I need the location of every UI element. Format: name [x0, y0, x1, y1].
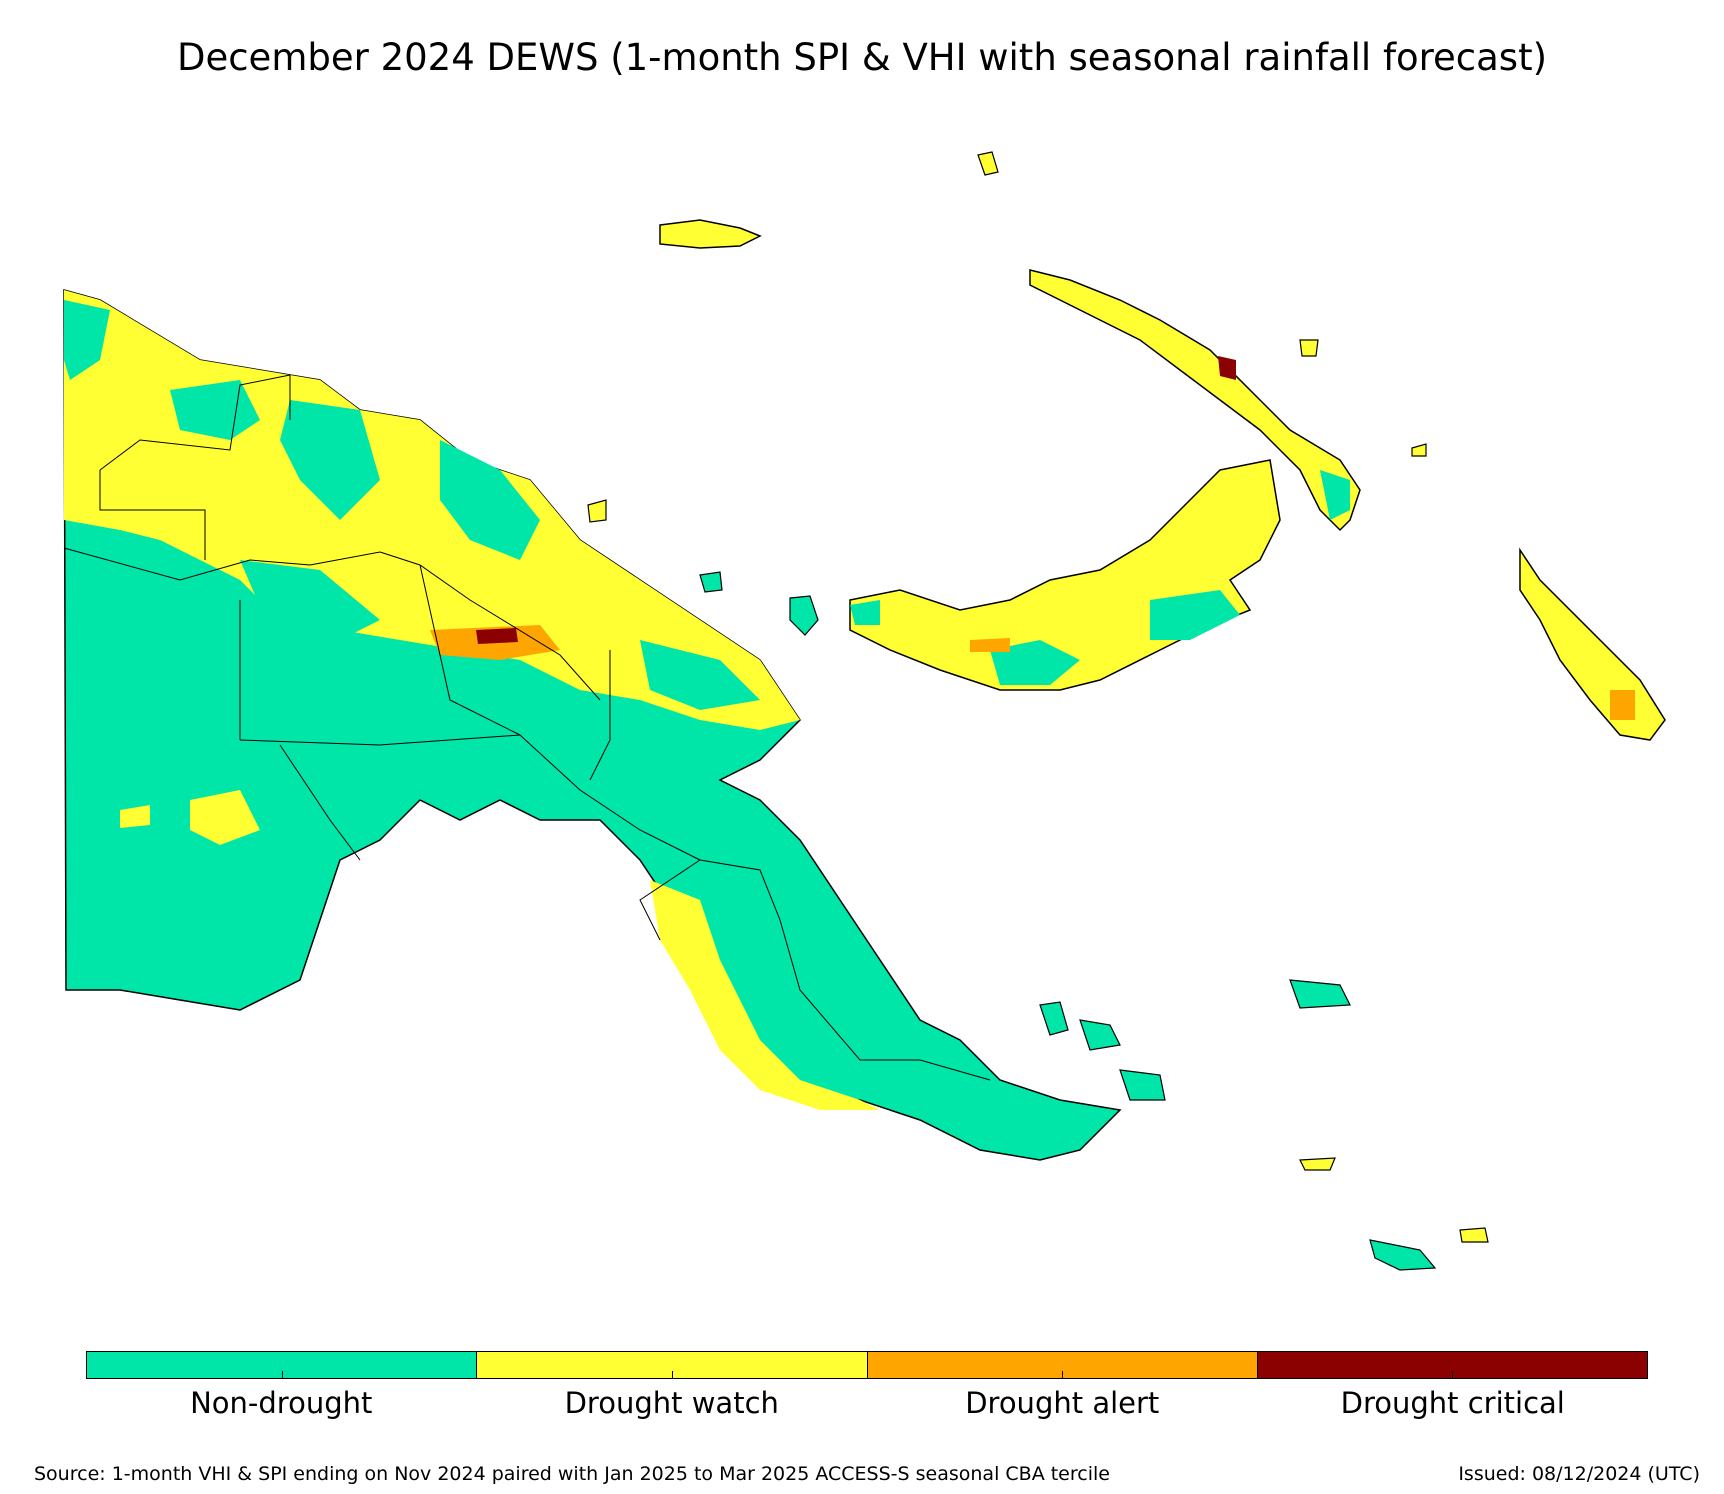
bougainville-alert: [1610, 690, 1635, 720]
new-britain-alert: [970, 638, 1010, 652]
manus-island: [659, 219, 762, 249]
new-britain-nondrought-1: [990, 640, 1080, 685]
legend-label-drought-critical: Drought critical: [1340, 1386, 1565, 1420]
legend-swatch-drought-critical: [1256, 1352, 1647, 1378]
legend-labels: Non-drought Drought watch Drought alert …: [86, 1386, 1648, 1420]
new-ireland-island: [1029, 269, 1361, 532]
legend-swatch-non-drought: [87, 1352, 477, 1378]
south-watch-patch-1: [190, 790, 260, 845]
new-britain-nondrought-3: [850, 600, 880, 625]
milne-island-2: [1079, 1019, 1121, 1051]
milne-island-1: [1039, 1001, 1069, 1036]
new-ireland-critical: [1218, 356, 1236, 380]
drought-map: [63, 151, 1666, 1271]
north-nondrought-patch-1: [170, 380, 260, 440]
legend-swatch-drought-watch: [476, 1352, 867, 1378]
milne-island-5: [1369, 1239, 1437, 1271]
highlands-nondrought-patch: [240, 560, 380, 640]
map-title: December 2024 DEWS (1-month SPI & VHI wi…: [176, 36, 1548, 79]
highlands-critical-area: [476, 628, 518, 644]
karkar-island: [789, 595, 819, 636]
bougainville-island: [1519, 547, 1666, 741]
milne-island-3: [1289, 979, 1351, 1009]
north-nondrought-patch-5: [640, 640, 760, 710]
new-britain-nondrought-2: [1150, 590, 1240, 640]
small-island-3: [977, 151, 999, 176]
north-nondrought-patch-3: [440, 440, 540, 560]
milne-island-7: [1119, 1069, 1166, 1101]
north-nondrought-patch-2: [280, 400, 380, 520]
legend-label-drought-alert: Drought alert: [965, 1386, 1160, 1420]
issued-date: Issued: 08/12/2024 (UTC): [1458, 1463, 1700, 1485]
milne-island-4: [1299, 1157, 1336, 1171]
north-nondrought-patch-4: [64, 300, 110, 380]
legend-swatch-drought-alert: [866, 1352, 1257, 1378]
small-island-2: [587, 499, 607, 523]
legend-colorbar: [86, 1351, 1648, 1379]
legend-label-non-drought: Non-drought: [190, 1386, 373, 1420]
legend-label-drought-watch: Drought watch: [564, 1386, 779, 1420]
source-note: Source: 1-month VHI & SPI ending on Nov …: [34, 1463, 1110, 1485]
peninsula-watch-area: [650, 880, 880, 1110]
province-boundaries: [63, 374, 991, 1081]
new-ireland-nondrought: [1320, 470, 1350, 520]
small-island-1: [699, 571, 723, 593]
small-island-4: [1299, 339, 1319, 357]
south-watch-patch-2: [120, 805, 150, 828]
milne-island-6: [1459, 1227, 1489, 1243]
small-island-5: [1411, 443, 1427, 457]
